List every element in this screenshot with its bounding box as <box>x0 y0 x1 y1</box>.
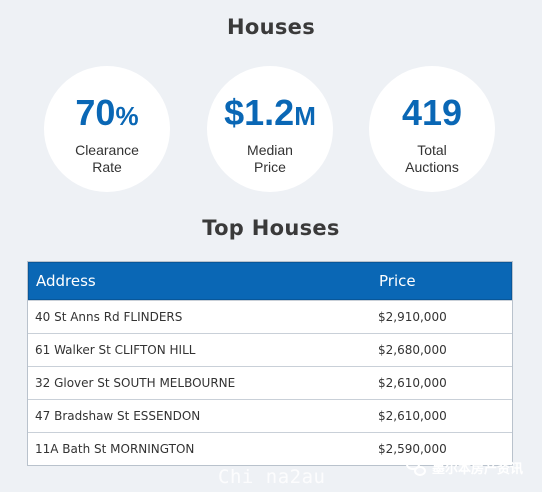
top-houses-title: Top Houses <box>202 216 340 240</box>
price-header: Price <box>379 272 416 290</box>
stat-value: $1.2M <box>224 92 316 133</box>
stat-label: Median Price <box>247 142 293 175</box>
clearance-rate-stat: 70% Clearance Rate <box>44 66 170 192</box>
table-row: 40 St Anns Rd FLINDERS $2,910,000 <box>28 300 512 333</box>
top-houses-table: Address Price 40 St Anns Rd FLINDERS $2,… <box>27 261 513 466</box>
table-row: 32 Glover St SOUTH MELBOURNE $2,610,000 <box>28 366 512 399</box>
address-cell: 40 St Anns Rd FLINDERS <box>35 310 183 324</box>
median-price-stat: $1.2M Median Price <box>207 66 333 192</box>
address-cell: 11A Bath St MORNINGTON <box>35 442 195 456</box>
watermark-account-name: 墨尔本房产资讯 <box>432 462 524 477</box>
wechat-watermark: 墨尔本房产资讯 <box>406 458 523 477</box>
price-cell: $2,680,000 <box>378 343 447 357</box>
stat-label: Total Auctions <box>405 142 459 175</box>
price-cell: $2,910,000 <box>378 310 447 324</box>
price-cell: $2,590,000 <box>378 442 447 456</box>
stat-value: 70% <box>75 92 139 133</box>
price-cell: $2,610,000 <box>378 376 447 390</box>
table-row: 61 Walker St CLIFTON HILL $2,680,000 <box>28 333 512 366</box>
houses-title: Houses <box>227 15 315 39</box>
table-row: 11A Bath St MORNINGTON $2,590,000 <box>28 432 512 465</box>
address-cell: 47 Bradshaw St ESSENDON <box>35 409 201 423</box>
address-cell: 32 Glover St SOUTH MELBOURNE <box>35 376 236 390</box>
stat-value: 419 <box>401 92 463 133</box>
table-row: 47 Bradshaw St ESSENDON $2,610,000 <box>28 399 512 432</box>
wechat-icon <box>406 458 428 477</box>
address-header: Address <box>36 272 96 290</box>
watermark-text: Chi na2au <box>218 466 326 488</box>
table-header: Address Price <box>28 262 512 300</box>
total-auctions-stat: 419 Total Auctions <box>369 66 495 192</box>
address-cell: 61 Walker St CLIFTON HILL <box>35 343 196 357</box>
price-cell: $2,610,000 <box>378 409 447 423</box>
stat-label: Clearance Rate <box>75 142 139 175</box>
